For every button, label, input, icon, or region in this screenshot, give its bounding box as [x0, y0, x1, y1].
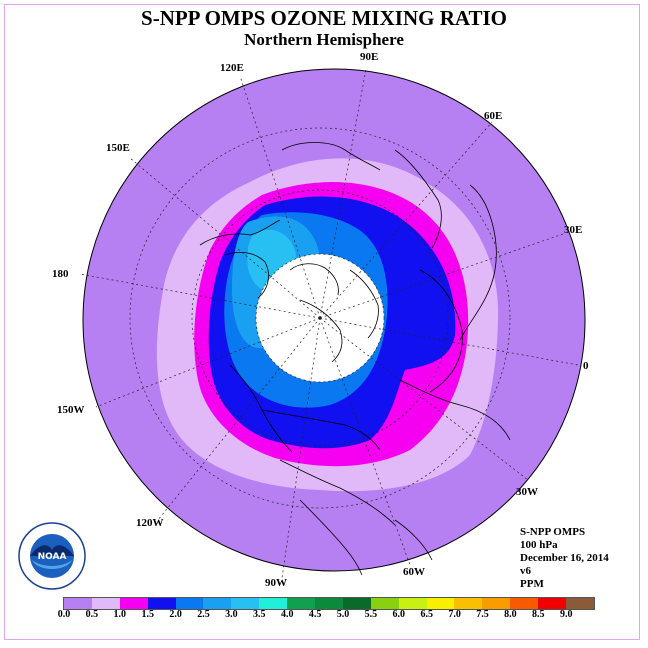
lon-label-30w: 30W	[516, 486, 538, 498]
lon-label-30e: 30E	[564, 224, 583, 236]
colorbar-tick-label: 2.0	[169, 609, 182, 620]
lon-label-120w: 120W	[136, 517, 164, 529]
info-units: PPM	[520, 578, 544, 590]
colorbar-tick-label: 4.0	[280, 609, 294, 620]
colorbar-tick-label: 5.5	[364, 609, 378, 620]
lon-label-150w: 150W	[57, 404, 85, 416]
colorbar-tick-label: 7.5	[476, 609, 489, 620]
colorbar-tick-label: 5.0	[336, 609, 350, 620]
figure-subtitle: Northern Hemisphere	[244, 30, 404, 49]
lon-label-90w: 90W	[265, 577, 287, 589]
colorbar-swatch	[454, 598, 483, 609]
colorbar-tick-label: 3.0	[225, 609, 238, 620]
lon-label-180: 180	[52, 268, 69, 280]
colorbar-tick-label: 8.0	[504, 609, 517, 620]
lon-label-60e: 60E	[484, 110, 503, 122]
noaa-logo-icon: NOAA	[18, 522, 86, 590]
colorbar-swatch	[91, 598, 120, 609]
colorbar-swatch	[175, 598, 204, 609]
colorbar-tick-label: 1.0	[113, 609, 127, 620]
colorbar-swatch	[370, 598, 399, 609]
lon-label-90e: 90E	[360, 51, 379, 63]
colorbar-swatch	[64, 598, 92, 609]
colorbar-swatch	[259, 598, 288, 609]
coastlines	[199, 142, 511, 576]
colorbar-swatch	[538, 598, 567, 609]
colorbar-swatch	[566, 598, 594, 609]
info-block: S-NPP OMPS 100 hPa December 16, 2014 v6 …	[520, 526, 609, 591]
colorbar-swatch	[231, 598, 260, 609]
colorbar-tick-label: 0.5	[85, 609, 99, 620]
lon-label-120e: 120E	[220, 62, 244, 74]
frame	[4, 4, 640, 640]
map-boundary	[82, 68, 586, 572]
colorbar-tick-label: 6.5	[420, 609, 433, 620]
colorbar	[63, 597, 595, 610]
info-level: 100 hPa	[520, 539, 558, 551]
colorbar-tick-label: 9.0	[559, 609, 573, 620]
colorbar-swatch	[398, 598, 427, 609]
colorbar-tick-label: 6.0	[392, 609, 406, 620]
lon-label-60w: 60W	[403, 566, 425, 578]
colorbar-swatch	[147, 598, 176, 609]
colorbar-tick-label: 2.5	[197, 609, 210, 620]
colorbar-swatch	[482, 598, 511, 609]
colorbar-tick-label: 7.0	[448, 609, 461, 620]
colorbar-swatch	[315, 598, 343, 609]
graticule	[79, 68, 579, 579]
lon-label-150e: 150E	[106, 142, 130, 154]
figure-title: S-NPP OMPS OZONE MIXING RATIO	[141, 6, 507, 30]
colorbar-swatch	[342, 598, 371, 609]
colorbar-swatch	[287, 598, 316, 609]
colorbar-labels: 0.0 0.5 1.0 1.5 2.0 2.5 3.0 3.5 4.0 4.5 5.0 5.5 6.0 6…	[0, 609, 648, 623]
info-instrument: S-NPP OMPS	[520, 526, 586, 538]
colorbar-swatch	[510, 598, 539, 609]
colorbar-tick-label: 1.5	[141, 609, 154, 620]
colorbar-swatch	[119, 598, 148, 609]
lon-label-0: 0	[583, 360, 589, 372]
info-date: December 16, 2014	[520, 552, 609, 564]
colorbar-tick-label: 4.5	[308, 609, 322, 620]
info-version: v6	[520, 565, 531, 577]
colorbar-swatch	[426, 598, 455, 609]
colorbar-tick-label: 3.5	[253, 609, 266, 620]
colorbar-tick-label: 0.0	[57, 609, 71, 620]
colorbar-tick-label: 8.5	[532, 609, 545, 620]
colorbar-swatch	[203, 598, 232, 609]
logo-text: NOAA	[38, 552, 67, 562]
